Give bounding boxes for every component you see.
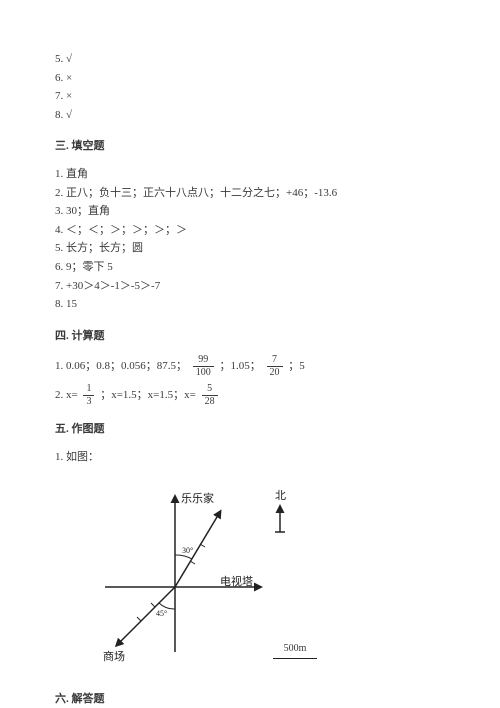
frac-1-3: 13: [83, 384, 94, 407]
heading-calc: 四. 计算题: [55, 328, 445, 346]
fill-1: 1. 直角: [55, 166, 445, 184]
frac-99-100: 99100: [193, 355, 214, 378]
calc-1b: ；1.05；: [220, 360, 261, 372]
tf-5: 5. √: [55, 51, 445, 69]
calc-2b: ；x=1.5；x=1.5；x=: [100, 389, 198, 401]
frac-5-28: 528: [202, 384, 218, 407]
heading-draw: 五. 作图题: [55, 421, 445, 439]
scale-bar: 500m: [273, 641, 317, 659]
calc-row-1: 1. 0.06；0.8；0.056；87.5； 99100 ；1.05； 720…: [55, 355, 445, 378]
label-north: 北: [275, 489, 286, 502]
svg-text:30°: 30°: [182, 546, 193, 555]
compass-diagram: 30° 45° 乐乐家 电视塔 商场 北 500m: [85, 477, 325, 677]
heading-answer: 六. 解答题: [55, 691, 445, 708]
tf-7: 7. ×: [55, 88, 445, 106]
calc-2a: 2. x=: [55, 389, 80, 401]
heading-fill: 三. 填空题: [55, 138, 445, 156]
label-mall: 商场: [103, 649, 125, 663]
tf-8: 8. √: [55, 107, 445, 125]
calc-1a: 1. 0.06；0.8；0.056；87.5；: [55, 360, 187, 372]
fill-3: 3. 30；直角: [55, 203, 445, 221]
fill-8: 8. 15: [55, 296, 445, 314]
calc-row-2: 2. x= 13 ；x=1.5；x=1.5；x= 528: [55, 384, 445, 407]
svg-text:45°: 45°: [156, 609, 167, 618]
fill-7: 7. +30＞4＞-1＞-5＞-7: [55, 278, 445, 296]
draw-caption: 1. 如图：: [55, 449, 445, 467]
fill-6: 6. 9；零下 5: [55, 259, 445, 277]
frac-7-20: 720: [267, 355, 283, 378]
label-tower: 电视塔: [220, 574, 253, 588]
fill-5: 5. 长方；长方；圆: [55, 240, 445, 258]
fill-2: 2. 正八；负十三；正六十八点八；十二分之七；+46；-13.6: [55, 185, 445, 203]
label-home: 乐乐家: [181, 491, 214, 505]
scale-label: 500m: [284, 643, 307, 654]
calc-1c: ；5: [288, 360, 305, 372]
tf-6: 6. ×: [55, 70, 445, 88]
fill-4: 4. ＜；＜；＞；＞；＞；＞: [55, 222, 445, 240]
